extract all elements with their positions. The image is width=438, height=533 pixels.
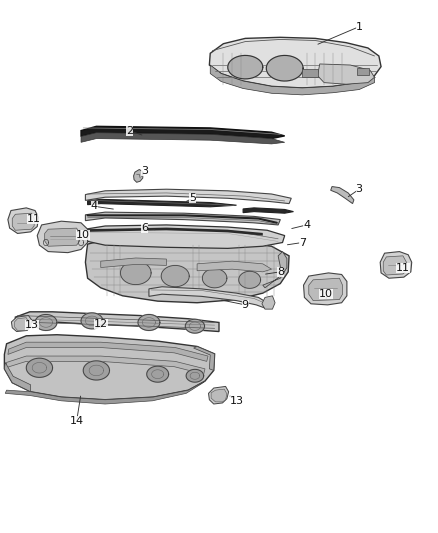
Polygon shape	[149, 287, 267, 308]
Text: 8: 8	[277, 267, 284, 277]
Polygon shape	[309, 278, 343, 301]
Polygon shape	[211, 389, 227, 402]
Polygon shape	[101, 258, 166, 268]
Text: 2: 2	[126, 126, 133, 135]
Bar	[357, 68, 369, 75]
Polygon shape	[8, 208, 39, 233]
Polygon shape	[35, 314, 57, 330]
Polygon shape	[263, 252, 287, 288]
Text: 1: 1	[356, 22, 363, 31]
Polygon shape	[197, 261, 272, 272]
Polygon shape	[380, 252, 412, 278]
Polygon shape	[262, 296, 275, 309]
Polygon shape	[208, 386, 229, 404]
Text: 5: 5	[189, 193, 196, 203]
Polygon shape	[14, 318, 29, 330]
Text: 12: 12	[94, 319, 108, 329]
Text: 11: 11	[27, 214, 41, 223]
Text: 14: 14	[70, 416, 84, 426]
Polygon shape	[4, 362, 31, 392]
Polygon shape	[85, 212, 280, 225]
Polygon shape	[83, 225, 285, 248]
Polygon shape	[15, 312, 219, 332]
Polygon shape	[81, 133, 285, 144]
Polygon shape	[228, 55, 263, 79]
Polygon shape	[161, 265, 189, 287]
Polygon shape	[6, 356, 205, 374]
Polygon shape	[83, 361, 110, 380]
Polygon shape	[11, 316, 32, 332]
Polygon shape	[4, 335, 215, 400]
Polygon shape	[134, 169, 143, 182]
Text: 7: 7	[299, 238, 306, 247]
Polygon shape	[186, 369, 204, 382]
Text: 4: 4	[303, 220, 310, 230]
Text: 11: 11	[396, 263, 410, 272]
Polygon shape	[5, 381, 205, 404]
Text: 10: 10	[319, 289, 333, 299]
Polygon shape	[8, 342, 208, 361]
Polygon shape	[85, 189, 291, 204]
Polygon shape	[304, 273, 347, 305]
Polygon shape	[120, 261, 151, 285]
Text: 13: 13	[230, 396, 244, 406]
Polygon shape	[37, 221, 88, 253]
Polygon shape	[26, 358, 53, 377]
Polygon shape	[185, 319, 205, 333]
Polygon shape	[194, 346, 215, 370]
Polygon shape	[266, 55, 303, 81]
Text: 10: 10	[76, 230, 90, 239]
Text: 13: 13	[25, 320, 39, 330]
Polygon shape	[210, 65, 374, 95]
Text: 9: 9	[242, 300, 249, 310]
Polygon shape	[88, 199, 237, 207]
Polygon shape	[318, 64, 374, 84]
Polygon shape	[147, 366, 169, 382]
Text: 4: 4	[91, 201, 98, 211]
Polygon shape	[88, 228, 263, 236]
Polygon shape	[243, 208, 293, 213]
Polygon shape	[81, 126, 285, 139]
Polygon shape	[331, 187, 354, 204]
Polygon shape	[239, 271, 261, 288]
Bar	[302, 69, 318, 77]
Text: 3: 3	[141, 166, 148, 175]
Polygon shape	[85, 238, 289, 303]
Text: 6: 6	[141, 223, 148, 232]
Polygon shape	[12, 213, 34, 230]
Polygon shape	[383, 256, 406, 275]
Polygon shape	[81, 313, 103, 329]
Polygon shape	[209, 37, 381, 88]
Polygon shape	[45, 228, 80, 246]
Text: 3: 3	[356, 184, 363, 194]
Polygon shape	[138, 314, 160, 330]
Polygon shape	[202, 269, 227, 288]
